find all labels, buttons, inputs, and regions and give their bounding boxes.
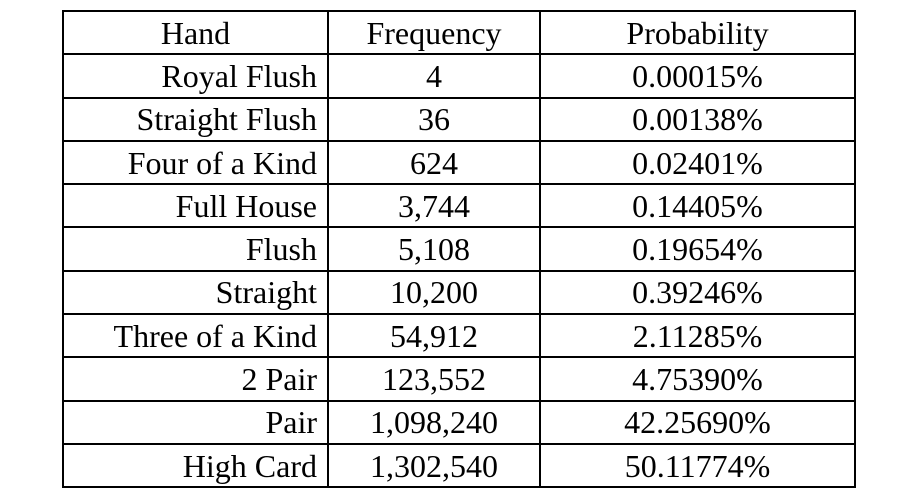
table-cell: Straight Flush xyxy=(62,96,329,142)
header-cell: Frequency xyxy=(327,9,541,56)
table-row: Flush 5,108 0.19654% xyxy=(62,226,856,272)
header-cell: Hand xyxy=(62,9,329,56)
table-cell: Four of a Kind xyxy=(62,139,329,186)
table-row: Full House 3,744 0.14405% xyxy=(62,183,856,229)
table-cell: 4.75390% xyxy=(539,356,856,402)
table-cell: High Card xyxy=(62,442,329,489)
table-row: 2 Pair 123,552 4.75390% xyxy=(62,356,856,402)
table-cell: 10,200 xyxy=(327,269,541,316)
table-cell: 1,302,540 xyxy=(327,442,541,489)
table-cell: 0.14405% xyxy=(539,183,856,229)
table-row: Pair 1,098,240 42.25690% xyxy=(62,399,856,445)
table-cell: 36 xyxy=(327,96,541,142)
table-row: Straight Flush 36 0.00138% xyxy=(62,96,856,142)
table-row: Four of a Kind 624 0.02401% xyxy=(62,139,856,186)
table-cell: 5,108 xyxy=(327,226,541,272)
table-cell: 42.25690% xyxy=(539,399,856,445)
table-row: Three of a Kind 54,912 2.11285% xyxy=(62,313,856,359)
table-cell: 4 xyxy=(327,53,541,99)
table-cell: 2 Pair xyxy=(62,356,329,402)
table-cell: 0.00015% xyxy=(539,53,856,99)
table-cell: 1,098,240 xyxy=(327,399,541,445)
table-cell: Full House xyxy=(62,183,329,229)
table-cell: 0.00138% xyxy=(539,96,856,142)
table-header: Hand Frequency Probability xyxy=(62,9,856,56)
header-cell: Probability xyxy=(539,9,856,56)
table-cell: 0.19654% xyxy=(539,226,856,272)
table-cell: Royal Flush xyxy=(62,53,329,99)
table-row: High Card 1,302,540 50.11774% xyxy=(62,442,856,489)
table-cell: 54,912 xyxy=(327,313,541,359)
table-cell: Pair xyxy=(62,399,329,445)
table-row: Royal Flush 4 0.00015% xyxy=(62,53,856,99)
table-cell: 50.11774% xyxy=(539,442,856,489)
table-cell: Three of a Kind xyxy=(62,313,329,359)
table-row: Straight 10,200 0.39246% xyxy=(62,269,856,316)
table-cell: 2.11285% xyxy=(539,313,856,359)
table-cell: Straight xyxy=(62,269,329,316)
table-cell: 0.39246% xyxy=(539,269,856,316)
table-cell: Flush xyxy=(62,226,329,272)
table-cell: 624 xyxy=(327,139,541,186)
poker-hand-table: Hand Frequency Probability Royal Flush 4 0.0… xyxy=(62,9,856,489)
table-cell: 123,552 xyxy=(327,356,541,402)
header-row: Hand Frequency Probability xyxy=(62,9,856,56)
table-cell: 3,744 xyxy=(327,183,541,229)
table-cell: 0.02401% xyxy=(539,139,856,186)
table-body: Royal Flush 4 0.00015% Straight Flush 36 0.00… xyxy=(62,53,856,489)
